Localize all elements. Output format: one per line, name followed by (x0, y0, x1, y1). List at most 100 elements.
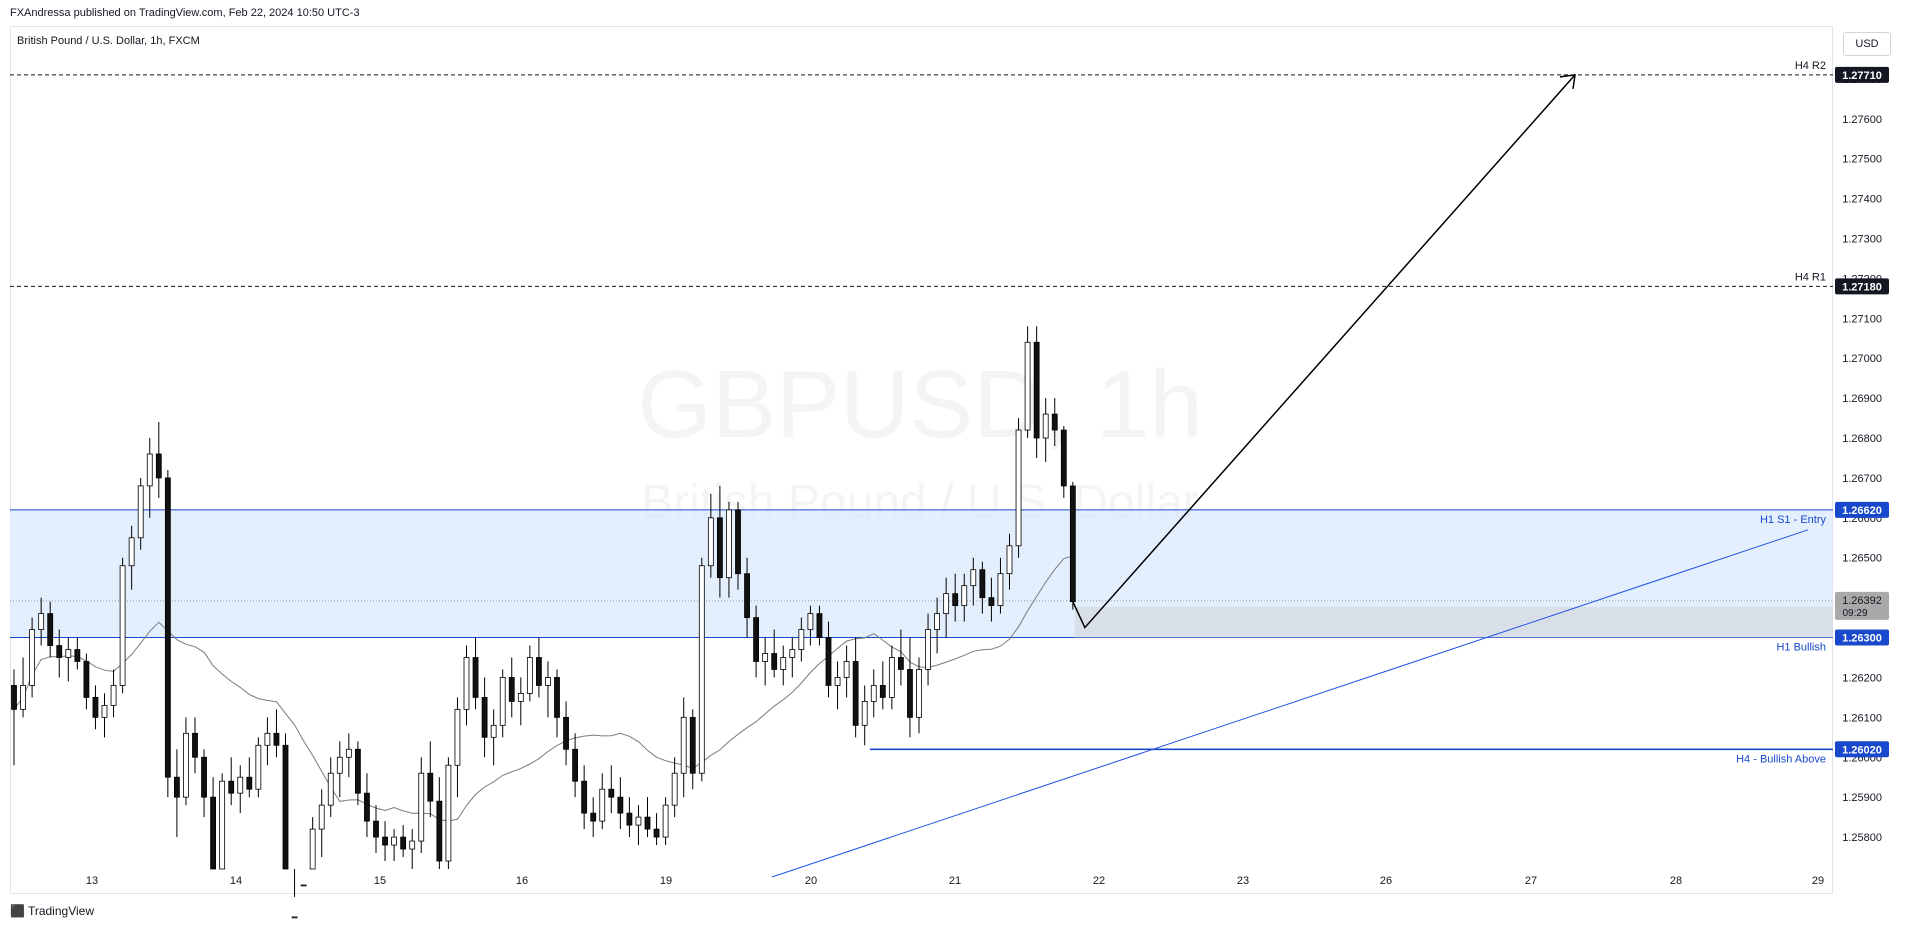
candle-body (65, 649, 72, 658)
x-tick-label: 29 (1812, 875, 1824, 887)
candle-body (861, 700, 868, 726)
candle-body (382, 836, 388, 846)
candle-body (83, 661, 90, 698)
candle-body (898, 657, 904, 670)
level-price-label: 1.27710 (1842, 70, 1882, 82)
level-price-label: 1.26020 (1842, 744, 1882, 756)
candle-body (635, 816, 642, 826)
candle-body (318, 804, 325, 830)
candle-body (997, 573, 1004, 607)
candle-body (481, 697, 488, 738)
candle-body (146, 453, 153, 487)
candle-body (264, 732, 271, 746)
x-tick-label: 23 (1237, 875, 1249, 887)
candle-body (400, 836, 407, 850)
footer-brand-label: TradingView (27, 904, 94, 918)
candle-body (454, 708, 461, 766)
candle-body (201, 756, 207, 798)
level-price-tag (1835, 741, 1889, 758)
candle-body (572, 748, 578, 782)
candle-body (137, 485, 144, 539)
candle-body (843, 661, 850, 678)
candle-body (192, 732, 198, 758)
x-tick-label: 19 (660, 875, 672, 887)
candle-body (707, 517, 714, 567)
candle-body (74, 649, 81, 662)
candle-body (581, 780, 588, 814)
level-price-tag (1835, 629, 1889, 646)
candle-body (608, 788, 615, 798)
candle-body (680, 716, 687, 774)
y-tick-label: 1.27300 (1842, 233, 1882, 245)
x-tick-label: 22 (1093, 875, 1105, 887)
candle-body (373, 820, 379, 838)
candle-body (282, 744, 289, 870)
symbol-title[interactable]: British Pound / U.S. Dollar, 1h, FXCM (17, 35, 200, 47)
candle-body (445, 764, 452, 862)
y-tick-label: 1.26500 (1842, 553, 1882, 565)
candle-body (671, 772, 678, 806)
candle-body (128, 537, 135, 567)
x-tick-label: 27 (1525, 875, 1537, 887)
candle-body (309, 828, 316, 870)
candle-body (617, 796, 624, 814)
x-tick-label: 14 (230, 875, 242, 887)
candle-body (563, 716, 569, 750)
candle-body (545, 677, 551, 686)
candle-body (1069, 485, 1076, 603)
candle-body (1015, 429, 1022, 547)
candle-body (934, 613, 940, 630)
ascending-trendline[interactable] (771, 529, 1809, 878)
candle-body (119, 565, 126, 686)
candle-body (879, 685, 886, 698)
candle-body (173, 776, 180, 798)
candle-body (825, 637, 832, 686)
watermark-symbol: GBPUSD, 1h (637, 351, 1203, 458)
candle-body (364, 792, 370, 822)
y-tick-label: 1.25800 (1842, 832, 1882, 844)
candle-body (554, 677, 560, 718)
currency-button[interactable]: USD (1843, 32, 1891, 56)
candle-body (798, 629, 805, 650)
candle-body (907, 669, 913, 718)
candle-body (961, 585, 968, 607)
candle-body (472, 657, 479, 698)
candle-body (92, 697, 99, 718)
candle-body (870, 685, 877, 702)
y-tick-label: 1.26700 (1842, 473, 1882, 485)
level-price-label: 1.26620 (1842, 505, 1882, 517)
candle-body (1060, 429, 1067, 487)
candle-body (164, 477, 171, 778)
y-tick-label: 1.26100 (1842, 712, 1882, 724)
level-name-label: H4 - Bullish Above (1736, 753, 1826, 765)
candle-body (653, 828, 660, 838)
candle-body (744, 573, 750, 618)
candle-body (38, 613, 45, 630)
level-price-label: 1.26300 (1842, 633, 1882, 645)
candle-body (228, 780, 235, 794)
x-tick-label: 13 (86, 875, 98, 887)
x-tick-label: 20 (805, 875, 817, 887)
footer-brand[interactable]: ⬛ TradingView (10, 904, 94, 918)
candle-body (979, 569, 986, 599)
level-price-tag (1835, 66, 1889, 83)
y-tick-label: 1.27600 (1842, 114, 1882, 126)
candle-body (526, 657, 533, 694)
candle-body (300, 884, 307, 887)
candle-body (354, 748, 361, 794)
published-line: FXAndressa published on TradingView.com,… (10, 7, 360, 19)
candle-body (952, 593, 959, 607)
candle-body (508, 677, 515, 702)
x-tick-label: 28 (1670, 875, 1682, 887)
candle-body (183, 732, 189, 798)
arrow-head-icon (1559, 74, 1576, 89)
candle-body (237, 776, 244, 794)
candle-body (698, 565, 705, 774)
candle-body (29, 629, 36, 686)
projection-arrow[interactable] (1072, 74, 1576, 629)
candle-body (336, 756, 343, 774)
candle-body (11, 685, 17, 710)
y-tick-label: 1.26800 (1842, 433, 1882, 445)
y-tick-label: 1.26200 (1842, 672, 1882, 684)
